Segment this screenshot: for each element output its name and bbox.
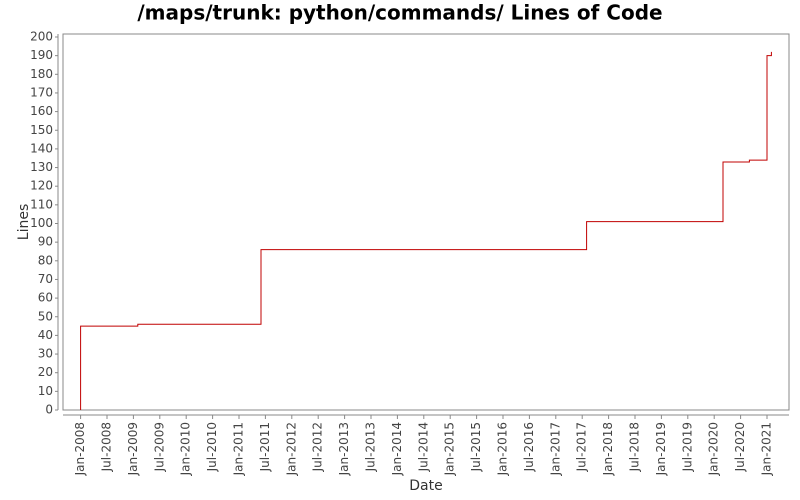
y-tick-label: 190 bbox=[30, 48, 53, 62]
x-tick-label: Jul-2020 bbox=[733, 422, 747, 472]
x-axis-label: Date bbox=[409, 478, 442, 494]
x-tick-label: Jan-2010 bbox=[179, 422, 193, 476]
y-tick-label: 150 bbox=[30, 123, 53, 137]
y-tick-label: 70 bbox=[38, 272, 53, 286]
y-axis-label: Lines bbox=[16, 204, 32, 240]
x-tick-label: Jul-2012 bbox=[311, 422, 325, 472]
x-tick-label: Jan-2016 bbox=[496, 422, 510, 476]
x-tick-label: Jan-2012 bbox=[284, 422, 298, 476]
x-tick-label: Jul-2017 bbox=[575, 422, 589, 472]
y-tick-label: 30 bbox=[38, 347, 53, 361]
x-tick-label: Jan-2013 bbox=[337, 422, 351, 476]
y-tick-label: 140 bbox=[30, 141, 53, 155]
x-tick-label: Jan-2017 bbox=[548, 422, 562, 476]
y-tick-label: 100 bbox=[30, 216, 53, 230]
y-tick-label: 160 bbox=[30, 104, 53, 118]
y-tick-label: 200 bbox=[30, 30, 53, 44]
y-tick-label: 10 bbox=[38, 384, 53, 398]
y-tick-label: 40 bbox=[38, 328, 53, 342]
chart-title: /maps/trunk: python/commands/ Lines of C… bbox=[137, 1, 662, 25]
x-tick-label: Jan-2015 bbox=[443, 422, 457, 476]
y-tick-label: 110 bbox=[30, 197, 53, 211]
x-tick-label: Jan-2019 bbox=[654, 422, 668, 476]
x-tick-label: Jul-2011 bbox=[258, 422, 272, 472]
x-tick-label: Jul-2014 bbox=[416, 422, 430, 472]
x-tick-label: Jan-2018 bbox=[601, 422, 615, 476]
y-tick-label: 120 bbox=[30, 179, 53, 193]
x-tick-label: Jul-2009 bbox=[152, 422, 166, 472]
x-tick-label: Jul-2015 bbox=[469, 422, 483, 472]
x-tick-label: Jan-2014 bbox=[390, 422, 404, 476]
x-tick-label: Jul-2018 bbox=[628, 422, 642, 472]
step-line bbox=[80, 51, 772, 410]
y-tick-label: 50 bbox=[38, 309, 53, 323]
x-tick-label: Jan-2011 bbox=[232, 422, 246, 476]
y-tick-label: 60 bbox=[38, 291, 53, 305]
x-tick-label: Jul-2008 bbox=[100, 422, 114, 472]
y-tick-label: 130 bbox=[30, 160, 53, 174]
x-tick-label: Jan-2009 bbox=[126, 422, 140, 476]
x-tick-label: Jul-2016 bbox=[522, 422, 536, 472]
y-tick-label: 180 bbox=[30, 67, 53, 81]
x-tick-label: Jul-2013 bbox=[364, 422, 378, 472]
x-tick-label: Jan-2008 bbox=[73, 422, 87, 476]
y-tick-label: 90 bbox=[38, 235, 53, 249]
y-tick-label: 0 bbox=[45, 403, 53, 417]
y-tick-label: 80 bbox=[38, 253, 53, 267]
x-tick-label: Jan-2021 bbox=[760, 422, 774, 476]
x-tick-label: Jul-2019 bbox=[680, 422, 694, 472]
y-tick-label: 20 bbox=[38, 365, 53, 379]
y-tick-label: 170 bbox=[30, 85, 53, 99]
x-tick-label: Jan-2020 bbox=[707, 422, 721, 476]
x-tick-label: Jul-2010 bbox=[205, 422, 219, 472]
